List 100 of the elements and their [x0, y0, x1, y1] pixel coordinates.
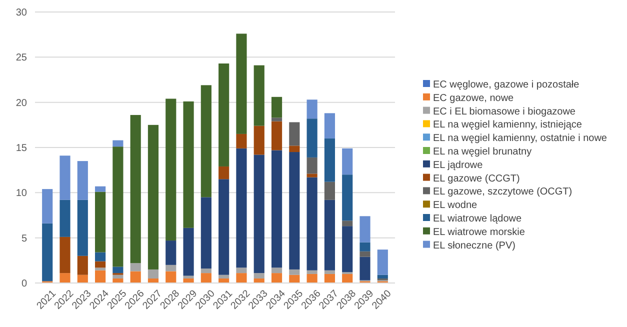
bar — [166, 264, 176, 272]
bar — [95, 268, 106, 270]
bar — [183, 278, 194, 283]
bar — [306, 157, 318, 174]
bar — [306, 174, 318, 178]
bar — [148, 269, 159, 278]
bar — [254, 154, 264, 274]
bar — [306, 100, 318, 119]
bar — [342, 148, 353, 175]
bar — [360, 256, 370, 280]
bar — [42, 223, 53, 282]
bar — [236, 268, 247, 274]
bar — [271, 96, 282, 118]
bar — [342, 226, 353, 272]
legend-label: EC węglowe, gazowe i pozostałe — [433, 80, 580, 90]
bar — [95, 270, 106, 283]
bar — [218, 179, 230, 275]
y-tick-label: 15 — [16, 143, 28, 154]
legend-label: EL na węgiel brunatny — [433, 146, 532, 158]
bar — [130, 263, 141, 272]
bar — [166, 98, 176, 241]
bar — [342, 274, 353, 283]
legend-label: EC i EL biomasowe i biogazowe — [433, 106, 576, 118]
bar — [236, 148, 247, 268]
bar — [289, 152, 300, 270]
bar — [112, 140, 124, 147]
bar — [77, 161, 88, 200]
y-tick-label: 20 — [16, 98, 28, 109]
bar — [236, 134, 247, 148]
bar — [360, 216, 370, 242]
bar — [183, 228, 194, 276]
bar — [112, 146, 124, 267]
bar — [112, 274, 124, 278]
legend-label: EL wiatrowe morskie — [433, 226, 526, 238]
legend-label: EL na węgiel kamienny, ostatnie i nowe — [433, 133, 608, 144]
bar — [166, 271, 176, 283]
legend-label: EC gazowe, nowe — [433, 92, 514, 104]
bar — [200, 268, 212, 274]
bar — [324, 138, 335, 182]
bar — [218, 166, 230, 180]
bar — [271, 268, 282, 274]
y-tick-label: 5 — [21, 233, 28, 244]
bar — [236, 273, 247, 283]
bar — [306, 177, 318, 270]
bar — [60, 273, 70, 283]
bar — [324, 182, 335, 200]
bar — [77, 256, 88, 275]
bar — [342, 174, 353, 221]
legend-label: EL gazowe, szczytowe (OCGT) — [433, 186, 572, 198]
bar — [77, 274, 88, 283]
bar — [324, 274, 335, 283]
bar — [360, 242, 370, 252]
bar — [289, 122, 300, 146]
bar — [60, 236, 70, 274]
bar — [60, 156, 70, 200]
bar — [360, 251, 370, 257]
bar — [218, 63, 230, 166]
bar — [60, 200, 70, 237]
bar — [130, 271, 141, 283]
bar — [95, 252, 106, 262]
bar — [254, 273, 264, 278]
bar — [200, 85, 212, 198]
bar — [377, 274, 388, 278]
bar — [306, 270, 318, 274]
bar — [218, 274, 230, 278]
bar — [306, 118, 318, 158]
bar — [95, 192, 106, 252]
y-tick-label: 10 — [16, 188, 28, 200]
y-tick-label: 25 — [16, 52, 28, 64]
bar — [342, 220, 353, 226]
bar — [166, 240, 176, 265]
bar — [324, 113, 335, 138]
bar — [271, 273, 282, 283]
bar — [183, 101, 194, 228]
bar — [271, 121, 282, 150]
bar — [148, 124, 159, 270]
legend-label: EL jądrowe — [433, 160, 484, 171]
legend-label: EL na węgiel kamienny, istniejące — [433, 120, 582, 131]
bar — [95, 186, 106, 192]
bar — [200, 197, 212, 269]
bar — [200, 273, 212, 283]
bar — [183, 276, 194, 278]
y-tick-label: 30 — [16, 8, 28, 18]
bar — [306, 274, 318, 283]
bar — [42, 189, 53, 224]
bar — [271, 150, 282, 268]
bar — [289, 146, 300, 152]
bar — [77, 200, 88, 256]
legend-label: EL gazowe (CCGT) — [433, 173, 520, 184]
bar — [324, 200, 335, 270]
bar — [254, 65, 264, 126]
legend-label: EL wodne — [433, 200, 478, 212]
bar — [130, 114, 141, 264]
bar — [254, 126, 264, 155]
bar — [236, 34, 247, 134]
bar — [324, 270, 335, 274]
legend-label: EL słoneczne (PV) — [433, 240, 516, 252]
bar — [377, 250, 388, 275]
y-tick-label: 0 — [21, 278, 28, 290]
bar — [271, 118, 282, 122]
